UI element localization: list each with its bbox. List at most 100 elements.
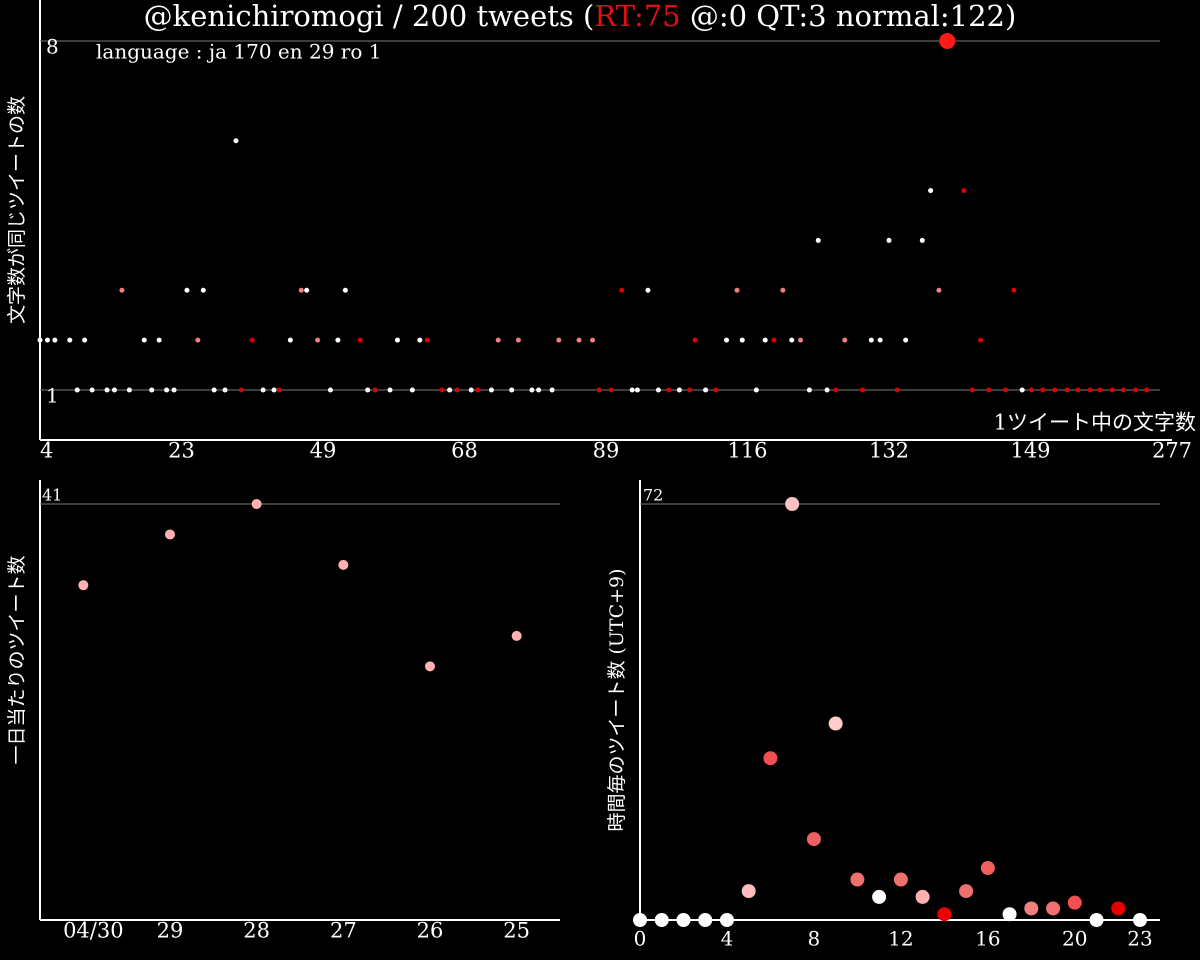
dot [495, 337, 501, 343]
dot [104, 387, 110, 393]
dot [171, 387, 177, 393]
x-tick-label: 89 [593, 439, 620, 463]
dot [703, 387, 709, 393]
dot [771, 337, 777, 343]
dot [1067, 895, 1082, 910]
title-part: RT:75 [594, 0, 680, 33]
dot [1003, 387, 1009, 393]
dot [394, 337, 400, 343]
dot [806, 387, 812, 393]
subtitle: language : ja 170 en 29 ro 1 [96, 40, 381, 64]
dot [298, 287, 304, 293]
dot [1019, 387, 1025, 393]
dot [475, 387, 481, 393]
dot [815, 237, 821, 243]
dot [1109, 387, 1115, 393]
dot [654, 913, 669, 927]
dot [327, 387, 333, 393]
dot [1046, 901, 1061, 916]
dot [645, 287, 651, 293]
dot [1120, 387, 1126, 393]
dot [1024, 901, 1039, 916]
y-tick-label: 1 [46, 384, 59, 408]
dot [89, 387, 95, 393]
x-tick-label: 4 [721, 927, 734, 951]
x-tick-label: 23 [168, 439, 195, 463]
dot [739, 337, 745, 343]
dot [698, 913, 713, 927]
x-tick-label: 27 [330, 919, 357, 943]
dot [233, 138, 239, 144]
x-tick-label: 25 [503, 919, 530, 943]
dot [468, 387, 474, 393]
dot [576, 337, 582, 343]
dot [634, 387, 640, 393]
dot [919, 237, 925, 243]
x-tick-label: 04/30 [63, 919, 124, 943]
dot [184, 287, 190, 293]
dot [833, 387, 839, 393]
dot [877, 337, 883, 343]
dot [789, 337, 795, 343]
dot [251, 499, 262, 509]
dot [894, 387, 900, 393]
dot [1111, 901, 1126, 916]
dot [872, 889, 887, 904]
dot [655, 387, 661, 393]
dot [1064, 387, 1070, 393]
dot [529, 387, 535, 393]
dot [763, 751, 778, 766]
dot [211, 387, 217, 393]
dot [719, 913, 734, 927]
dot [111, 387, 117, 393]
dot [724, 337, 730, 343]
dot [165, 529, 175, 540]
dot [82, 337, 88, 343]
dot [222, 387, 228, 393]
dot [447, 387, 453, 393]
x-tick-label: 8 [808, 927, 821, 951]
dot [1133, 913, 1147, 927]
title-part: @:0 QT:3 normal:122) [681, 0, 1017, 33]
x-tick-label: 12 [888, 927, 913, 951]
dot [590, 337, 596, 343]
dot [509, 387, 515, 393]
dot [425, 661, 435, 672]
dot [666, 387, 672, 393]
dot [439, 387, 445, 393]
dot [798, 337, 804, 343]
dot [1002, 907, 1017, 922]
y-axis-label: 時間毎のツイート数 (UTC+9) [606, 568, 628, 831]
dot [1097, 387, 1103, 393]
dot [1089, 913, 1104, 927]
dot [608, 387, 614, 393]
dot [780, 287, 786, 293]
x-axis-label: 1ツイート中の文字数 [994, 411, 1196, 435]
dot [556, 337, 562, 343]
dot [596, 387, 602, 393]
dot [903, 337, 909, 343]
dot [454, 387, 460, 393]
dot [1029, 387, 1035, 393]
dot [629, 387, 635, 393]
dot [78, 580, 89, 591]
dot [633, 913, 647, 927]
dot [828, 716, 843, 731]
dot [536, 387, 542, 393]
dot [424, 337, 430, 343]
dot [238, 387, 244, 393]
dot [511, 630, 522, 641]
dot [676, 913, 691, 927]
dot [387, 387, 393, 393]
dot [692, 337, 698, 343]
dot [515, 337, 521, 343]
dot [549, 387, 555, 393]
title-part: @kenichiromogi / 200 tweets ( [144, 0, 595, 33]
dot [1011, 287, 1017, 293]
dot [287, 337, 293, 343]
dot [1075, 387, 1081, 393]
dot [915, 889, 930, 904]
